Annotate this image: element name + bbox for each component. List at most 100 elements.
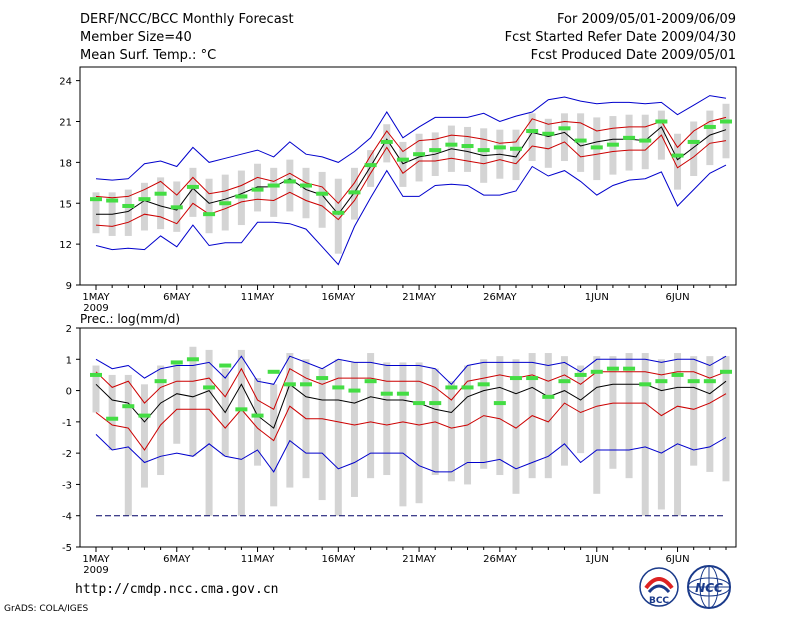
x-tick-label: 6MAY [163, 292, 191, 303]
spread-box [254, 163, 262, 212]
observed-marker [154, 191, 167, 196]
observed-marker [429, 401, 442, 406]
spread-box [399, 141, 407, 187]
spread-box [464, 126, 472, 172]
bcc-logo: BCC [639, 567, 679, 607]
spread-box [318, 368, 326, 501]
spread-box [205, 178, 213, 234]
y-tick-label: -4 [62, 512, 72, 523]
observed-marker [413, 401, 426, 406]
y-tick-label: 15 [59, 199, 72, 210]
x-tick-label: 26MAY [483, 292, 517, 303]
spread-box [480, 359, 488, 469]
series-line-median [96, 126, 727, 216]
spread-box [593, 356, 601, 494]
observed-marker [90, 197, 102, 202]
observed-marker [574, 372, 587, 377]
plot-frame [79, 66, 737, 286]
observed-marker [283, 179, 296, 184]
x-tick-label: 11MAY [241, 292, 275, 303]
observed-marker [493, 145, 506, 150]
observed-marker [251, 187, 264, 192]
x-tick-label: 1JUN [585, 292, 609, 303]
observed-marker [687, 379, 700, 384]
observed-marker [510, 146, 522, 151]
x-tick-label: 6JUN [665, 292, 689, 303]
observed-marker [316, 191, 329, 196]
variable-label: Mean Surf. Temp.: °C [80, 48, 217, 63]
series-line-max [95, 355, 727, 386]
observed-marker [332, 210, 345, 215]
observed-marker [170, 205, 183, 210]
series-line-median [95, 380, 727, 429]
spread-box [270, 167, 278, 217]
observed-marker [348, 388, 361, 393]
observed-marker [526, 129, 539, 134]
series-line-upper [95, 367, 727, 411]
spread-box [496, 356, 504, 476]
observed-marker [170, 360, 183, 365]
fcst-produced-date: Fcst Produced Date 2009/05/01 [530, 48, 736, 63]
spread-box [140, 182, 148, 231]
spread-box [140, 384, 148, 488]
observed-marker [558, 379, 571, 384]
x-tick-label: 21MAY [402, 292, 436, 303]
observed-marker [90, 372, 102, 377]
observed-marker [639, 138, 652, 143]
y-tick-label: 24 [59, 77, 72, 88]
observed-marker [106, 416, 119, 421]
y-tick-label: -1 [62, 418, 72, 429]
y-tick-label: -3 [62, 480, 72, 491]
observed-marker [655, 379, 668, 384]
spread-box [609, 356, 617, 469]
spread-box [399, 362, 407, 507]
spread-box [641, 353, 649, 516]
ncc-logo-text: NCC [695, 581, 723, 595]
observed-marker [574, 138, 587, 143]
observed-marker [138, 197, 151, 202]
spread-box [173, 362, 181, 444]
spread-box [415, 133, 423, 182]
spread-box [367, 353, 375, 479]
observed-marker [687, 139, 700, 144]
observed-marker [219, 201, 232, 206]
observed-marker [364, 379, 377, 384]
spread-box [690, 121, 698, 176]
bcc-logo-text: BCC [649, 596, 669, 606]
observed-marker [154, 379, 167, 384]
observed-marker [267, 183, 280, 188]
observed-marker [639, 382, 652, 387]
observed-marker [542, 131, 555, 136]
temperature-panel: 9 12 15 18 21 24 1MAY 6MAY 11MAY 16MAY 21MAY 26MAY 1… [59, 66, 737, 314]
observed-marker [671, 372, 684, 377]
spread-box [124, 374, 132, 516]
member-size: Member Size=40 [80, 30, 192, 45]
series-line-max [95, 95, 727, 181]
spread-box [706, 110, 714, 166]
y-tick-label: 0 [66, 387, 72, 398]
x-tick-label: 1JUN [585, 554, 609, 565]
observed-marker [235, 407, 248, 412]
spread-box [722, 103, 730, 159]
observed-marker [477, 148, 490, 153]
observed-marker [606, 366, 619, 371]
x-tick-label: 6MAY [163, 554, 191, 565]
spread-box [205, 349, 213, 516]
spread-box [625, 114, 633, 171]
observed-marker [526, 376, 539, 381]
spread-box [334, 178, 342, 254]
x-tick-label: 6JUN [665, 554, 689, 565]
observed-marker [703, 124, 716, 129]
observed-marker [461, 385, 474, 390]
y-tick-label: 21 [59, 118, 72, 129]
spread-box [302, 167, 310, 219]
observed-marker [671, 153, 684, 158]
observed-marker [219, 363, 232, 368]
website-url[interactable]: http://cmdp.ncc.cma.gov.cn [75, 582, 279, 597]
spread-box [189, 346, 197, 457]
spread-box [528, 113, 536, 162]
spread-box [108, 374, 116, 451]
observed-marker [396, 157, 409, 162]
